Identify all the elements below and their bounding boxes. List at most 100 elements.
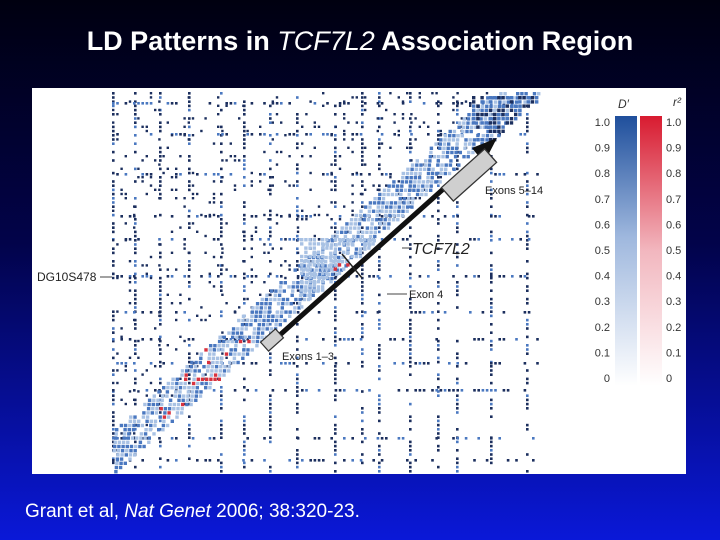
ld-cell: [530, 100, 535, 104]
ld-cell: [438, 142, 442, 146]
ld-cell: [291, 289, 295, 293]
ld-cell: [296, 275, 300, 278]
ld-cell: [334, 381, 337, 385]
ld-cell: [490, 171, 493, 175]
ld-cell: [166, 146, 169, 149]
ld-cell: [361, 226, 364, 229]
ld-cell: [116, 133, 119, 136]
ld-cell: [526, 297, 529, 301]
ld-cell: [355, 173, 359, 176]
ld-cell: [114, 465, 119, 470]
ld-cell: [515, 173, 518, 176]
ld-cell: [180, 411, 184, 415]
ld-cell: [229, 142, 232, 145]
ld-cell: [456, 352, 459, 355]
ld-cell: [124, 369, 127, 372]
ld-cell: [393, 338, 396, 341]
ld-cell: [321, 267, 325, 271]
ld-cell: [526, 369, 529, 372]
ld-cell: [382, 188, 387, 192]
ld-cell: [380, 117, 384, 120]
ld-cell: [112, 213, 115, 217]
ld-cell: [198, 394, 203, 398]
ld-cell: [269, 184, 272, 187]
ld-cell: [256, 331, 261, 335]
ld-cell: [139, 432, 144, 436]
ld-cell: [317, 125, 321, 128]
ld-cell: [238, 159, 241, 162]
ld-cell: [112, 113, 115, 116]
ld-cell: [187, 121, 190, 124]
ld-cell: [221, 133, 224, 136]
ld-cell: [179, 377, 182, 380]
ld-cell: [246, 338, 249, 341]
ld-cell: [437, 184, 440, 187]
ld-cell: [480, 138, 484, 142]
ld-cell: [456, 411, 459, 414]
ld-cell: [112, 96, 115, 99]
ld-cell: [269, 260, 272, 263]
ld-cell: [220, 108, 223, 112]
ld-cell: [134, 113, 137, 116]
ld-cell: [288, 184, 291, 187]
ld-cell: [439, 134, 442, 137]
ld-cell: [234, 339, 239, 344]
ld-cell: [456, 201, 459, 204]
ld-cell: [191, 184, 195, 187]
ld-cell: [519, 238, 522, 241]
ld-cell: [134, 369, 137, 372]
ld-cell: [250, 268, 253, 271]
ld-cell: [170, 302, 174, 305]
ld-cell: [409, 92, 412, 95]
ld-cell: [154, 215, 157, 218]
ld-cell: [298, 264, 302, 268]
ld-cell: [309, 171, 312, 175]
ld-cell: [288, 213, 291, 217]
ld-cell: [145, 437, 149, 440]
ld-cell: [304, 238, 308, 242]
ld-cell: [460, 389, 464, 392]
ld-cell: [184, 373, 188, 377]
ld-cell: [269, 369, 272, 372]
ld-cell: [333, 267, 337, 271]
ld-cell: [282, 289, 286, 293]
ld-cell: [422, 121, 426, 124]
ld-cell: [361, 159, 364, 162]
ld-cell: [134, 243, 137, 246]
ld-cell: [145, 129, 148, 133]
ld-cell: [245, 323, 249, 327]
ld-cell: [175, 318, 178, 322]
ld-cell: [495, 125, 499, 129]
ld-cell: [456, 230, 459, 234]
ld-cell: [415, 163, 419, 167]
ld-cell: [301, 209, 304, 212]
ld-cell: [269, 394, 272, 397]
ld-cell: [238, 338, 241, 341]
ld-cell: [296, 323, 299, 326]
ld-cell: [443, 134, 448, 138]
ld-cell: [334, 394, 337, 397]
ld-cell: [259, 293, 262, 296]
ld-cell: [170, 176, 174, 179]
ld-cell: [361, 390, 364, 393]
ld-cell: [485, 134, 490, 138]
ld-cell: [300, 292, 304, 296]
exon-4-tick: [341, 253, 363, 279]
ld-cell: [112, 150, 115, 154]
ld-cell: [120, 215, 123, 218]
ld-cell: [417, 176, 422, 180]
ld-cell: [128, 356, 132, 359]
ld-cell: [166, 268, 169, 271]
ld-cell: [233, 188, 237, 191]
ld-cell: [490, 302, 493, 305]
ld-cell: [490, 188, 493, 192]
ld-cell: [440, 163, 444, 167]
ld-cell: [299, 285, 304, 289]
ld-cell: [112, 138, 115, 141]
ld-cell: [217, 96, 220, 99]
ld-cell: [229, 352, 233, 356]
ld-cell: [145, 423, 148, 427]
ld-cell: [490, 251, 493, 255]
ld-cell: [364, 163, 367, 166]
ld-cell: [229, 338, 233, 341]
